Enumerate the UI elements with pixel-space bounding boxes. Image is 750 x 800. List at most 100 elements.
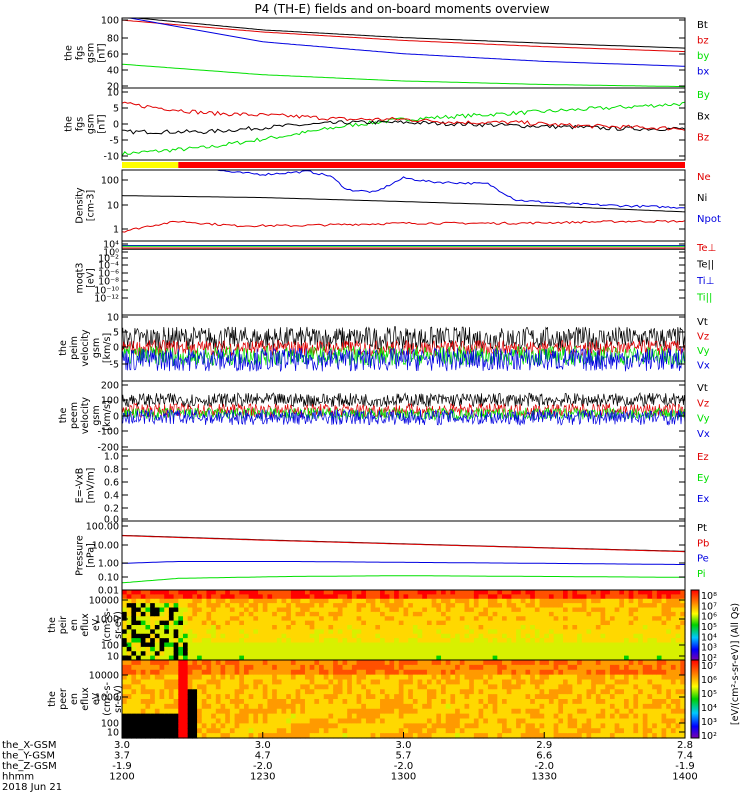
spectrogram-cell — [333, 708, 339, 715]
spectrogram-cell — [572, 646, 578, 652]
spectrogram-cell — [464, 646, 470, 652]
spectrogram-cell — [168, 689, 175, 695]
spectrogram-cell — [164, 594, 170, 600]
legend-entry: Pi — [697, 569, 706, 580]
spectrogram-cell — [675, 669, 681, 676]
spectrogram-cell — [680, 660, 686, 666]
spectrogram-cell — [492, 723, 498, 729]
spectrogram-cell — [487, 594, 494, 600]
spectrogram-cell — [567, 629, 573, 635]
spectrogram-cell — [609, 646, 616, 652]
spectrogram-cell — [243, 646, 250, 652]
spectrogram-cell — [492, 684, 498, 690]
spectrogram-cell — [506, 713, 513, 720]
spectrogram-cell — [628, 723, 634, 729]
spectrogram-cell — [661, 616, 667, 622]
spectrogram-cell — [389, 660, 395, 666]
spectrogram-cell — [511, 718, 517, 724]
spectrogram-cell — [586, 684, 592, 690]
spectrogram-cell — [229, 646, 236, 652]
legend-entry: Ti⊥ — [696, 276, 714, 287]
spectrogram-cell — [534, 723, 541, 729]
spectrogram-cell — [192, 603, 198, 609]
spectrogram-cell — [412, 664, 419, 671]
spectrogram-cell — [647, 607, 653, 613]
spectrogram-cell — [539, 694, 545, 700]
spectrogram-cell — [666, 703, 672, 710]
spectrogram-cell — [182, 713, 189, 720]
spectrogram-cell — [215, 664, 222, 671]
spectrogram-cell — [412, 598, 419, 604]
spectrogram-cell — [211, 689, 217, 695]
spectrogram-cell — [548, 633, 555, 639]
spectrogram-cell — [154, 703, 161, 710]
spectrogram-cell — [511, 642, 517, 648]
spectrogram-cell — [581, 607, 588, 613]
spectrogram-cell — [295, 616, 301, 622]
spectrogram-cell — [201, 603, 208, 609]
spectrogram-cell — [426, 594, 433, 600]
spectrogram-cell — [572, 603, 578, 609]
spectrogram-cell — [398, 713, 405, 720]
spectrogram-cell — [581, 674, 588, 681]
spectrogram-cell — [201, 689, 208, 695]
spectrogram-cell — [553, 655, 559, 661]
spectrogram-cell — [548, 594, 555, 600]
spectrogram-cell — [403, 689, 409, 695]
spectrogram-cell — [333, 684, 339, 690]
spectrogram-cell — [319, 642, 325, 648]
spectrogram-cell — [131, 625, 137, 630]
spectrogram-cell — [586, 703, 592, 710]
y-tick-label: 0.8 — [104, 465, 119, 476]
legend-entry: Ez — [697, 452, 709, 463]
spectrogram-cell — [680, 703, 686, 710]
spectrogram-cell — [389, 590, 395, 595]
spectrogram-cell — [178, 638, 184, 644]
spectrogram-cell — [633, 674, 639, 681]
spectrogram-cell — [276, 713, 283, 720]
spectrogram-cell — [192, 633, 198, 639]
spectrogram-cell — [234, 629, 240, 635]
spectrogram-cell — [225, 660, 231, 666]
spectrogram-cell — [328, 607, 334, 613]
spectrogram-cell — [675, 598, 681, 604]
spectrogram-cell — [506, 594, 513, 600]
spectrogram-cell — [506, 703, 513, 710]
spectrogram-cell — [290, 703, 297, 710]
spectrogram-cell — [347, 625, 353, 630]
spectrogram-cell — [581, 590, 588, 595]
spectrogram-cell — [394, 642, 400, 648]
y-tick-label: 10⁻¹² — [94, 294, 119, 305]
spectrogram-cell — [408, 611, 414, 617]
spectrogram-cell — [304, 598, 311, 604]
spectrogram-cell — [304, 684, 311, 690]
spectrogram-cell — [140, 598, 147, 604]
spectrogram-cell — [215, 642, 222, 648]
spectrogram-cell — [159, 594, 165, 600]
spectrogram-cell — [473, 603, 480, 609]
spectrogram-cell — [342, 689, 348, 695]
spectrogram-cell — [633, 708, 639, 715]
spectrogram-cell — [422, 598, 428, 604]
spectrogram-cell — [483, 718, 489, 724]
spectrogram-peer_eflux — [122, 660, 686, 739]
spectrogram-cell — [262, 723, 269, 729]
spectrogram-cell — [239, 674, 245, 681]
spectrogram-cell — [365, 611, 372, 617]
spectrogram-cell — [525, 607, 531, 613]
spectrogram-cell — [159, 694, 165, 700]
spectrogram-cell — [248, 660, 254, 666]
spectrogram-cell — [506, 708, 513, 715]
spectrogram-cell — [497, 594, 503, 600]
spectrogram-cell — [473, 655, 480, 661]
spectrogram-cell — [680, 603, 686, 609]
spectrogram-cell — [215, 708, 222, 715]
spectrogram-cell — [243, 620, 250, 626]
spectrogram-cell — [182, 638, 189, 644]
spectrogram-cell — [492, 603, 498, 609]
spectrogram-cell — [431, 728, 437, 734]
spectrogram-cell — [159, 646, 165, 652]
spectrogram-cell — [267, 674, 273, 681]
spectrogram-cell — [483, 713, 489, 720]
y-tick-label: -5 — [110, 360, 119, 371]
